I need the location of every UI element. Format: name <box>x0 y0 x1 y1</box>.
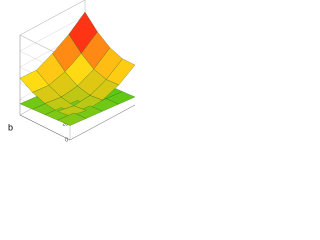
chart: b 020406080100 <box>8 0 136 143</box>
z-tick-label: 0 <box>65 137 68 143</box>
z-tick-label: 20 <box>62 121 68 127</box>
surface-patch <box>57 112 87 126</box>
panel-label: b <box>8 122 13 132</box>
grid-line <box>19 0 86 61</box>
axis-line <box>19 104 136 141</box>
surface-patch <box>57 105 87 117</box>
